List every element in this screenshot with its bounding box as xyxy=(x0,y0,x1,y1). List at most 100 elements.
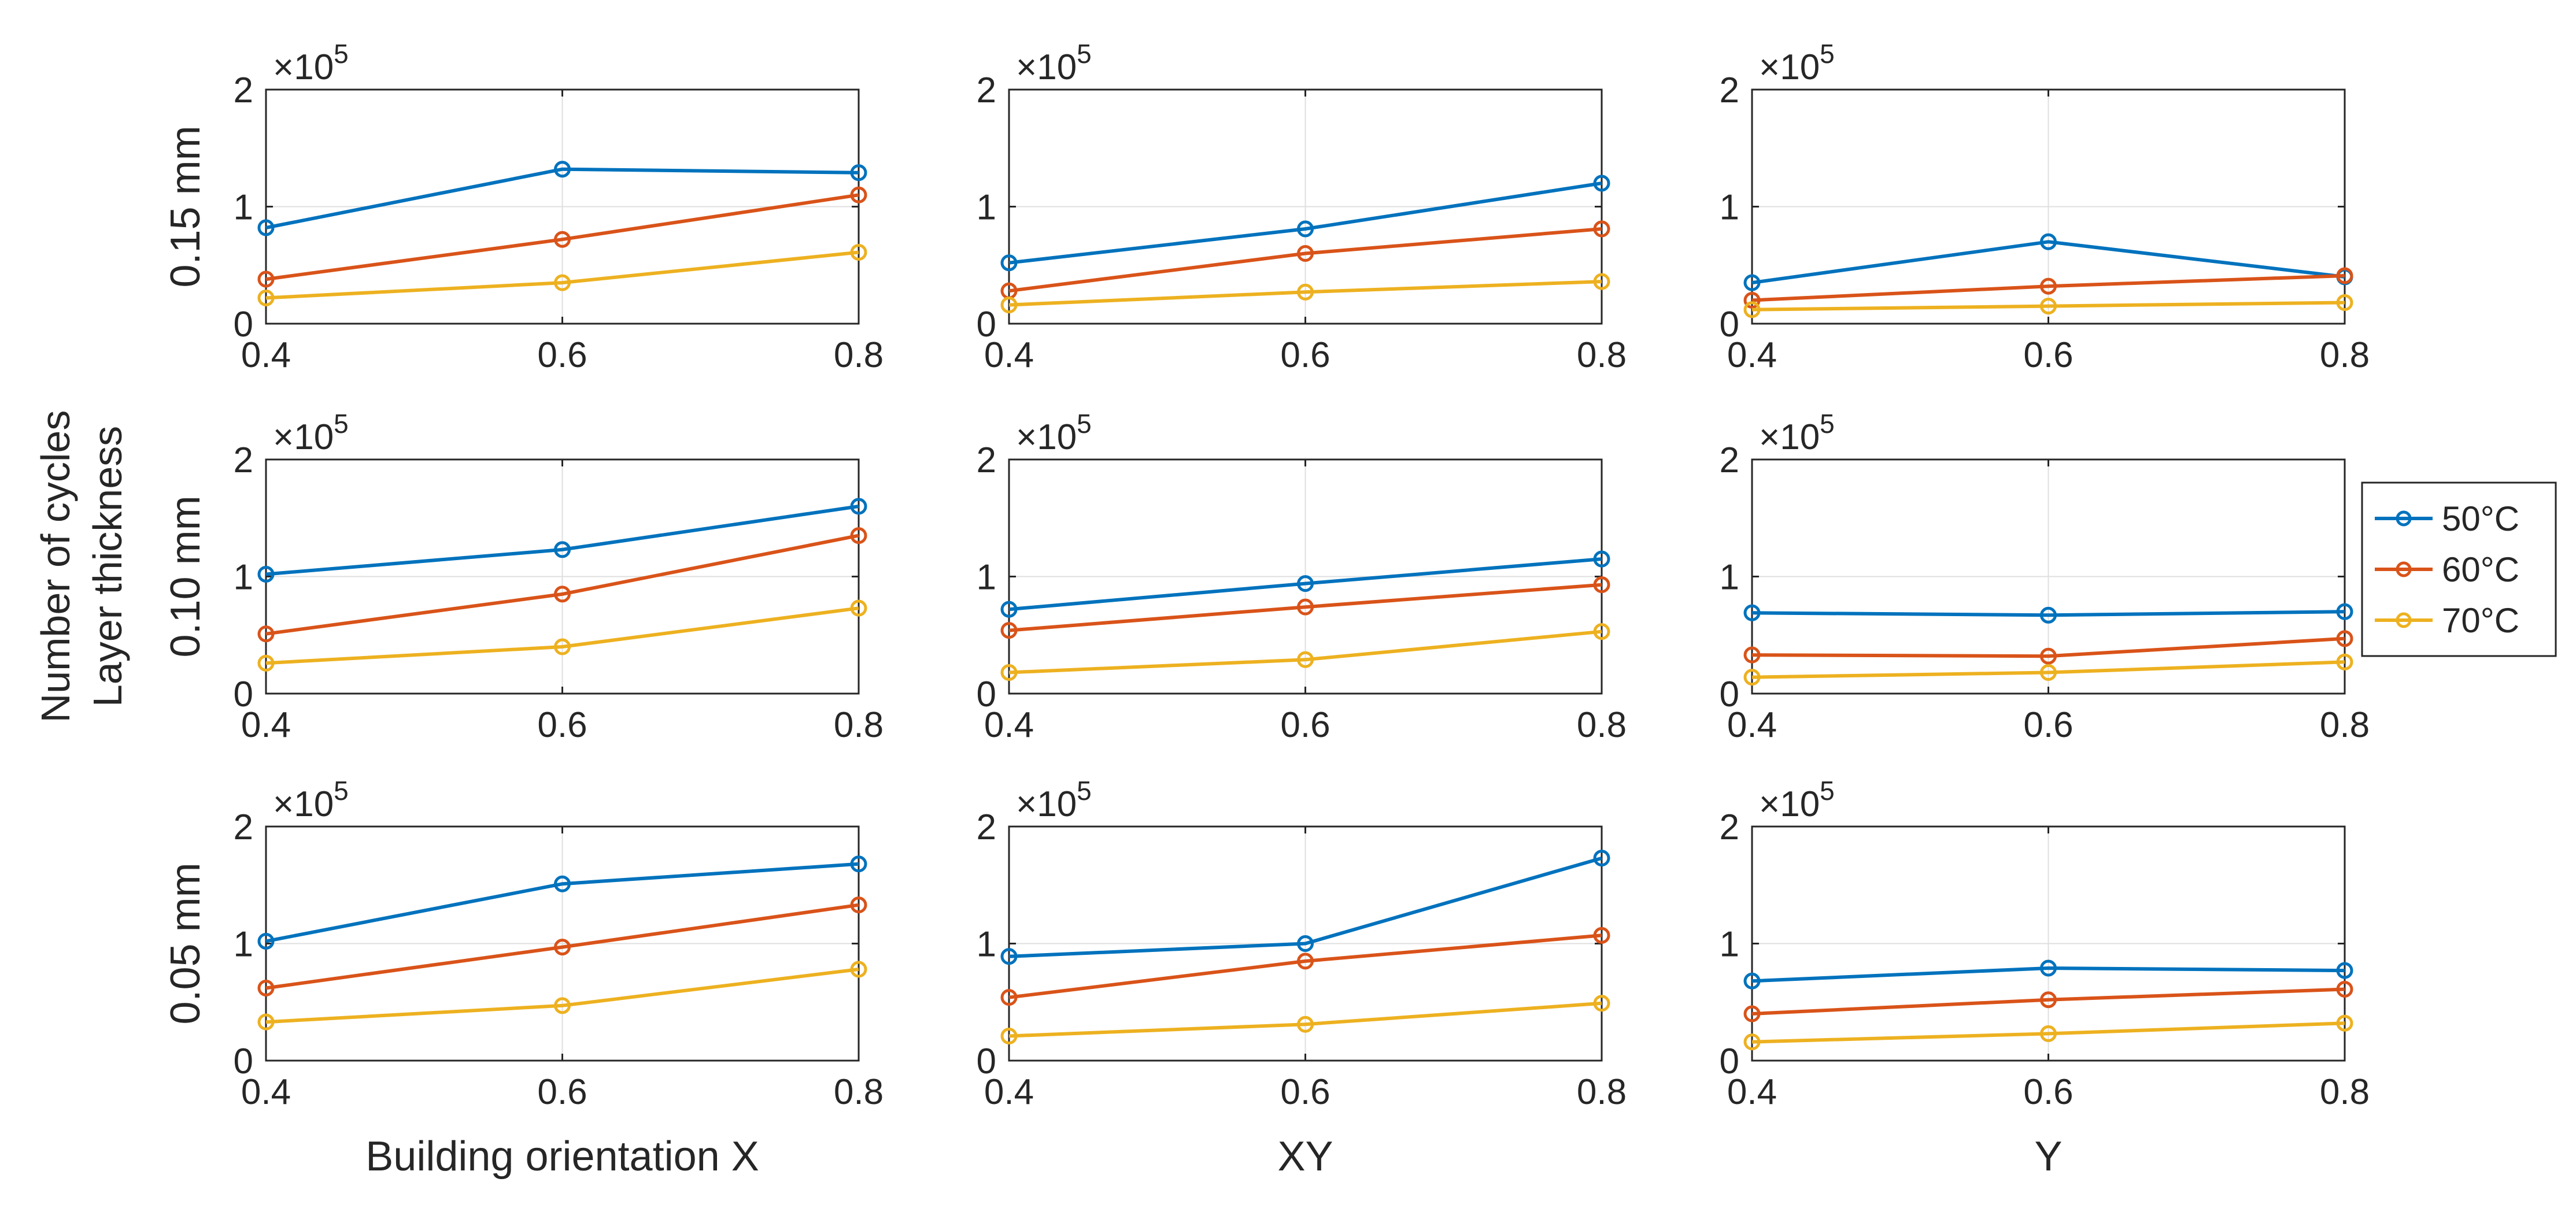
legend-entry-label: 60°C xyxy=(2442,550,2519,589)
data-point-60c xyxy=(2336,630,2353,647)
data-point-70c xyxy=(2040,664,2057,681)
y-tick-label: 0 xyxy=(234,305,253,344)
data-point-50c xyxy=(1000,601,1018,618)
subplot-r0-c0: 0.4 0.6 0.8 0 1 2 ×105 0.15 mm xyxy=(162,39,884,375)
series-line-60c xyxy=(1751,987,2345,1016)
subplot-r2-c1: 0.4 0.6 0.8 0 1 2 ×105 XY xyxy=(977,776,1627,1180)
y-tick-label: 1 xyxy=(1720,558,1739,598)
row-label: 0.15 mm xyxy=(162,125,209,287)
y-tick-label: 1 xyxy=(977,925,996,965)
data-point-70c xyxy=(850,599,867,617)
data-point-60c xyxy=(850,527,867,544)
x-tick-label: 0.8 xyxy=(834,705,884,745)
x-tick-label: 0.4 xyxy=(1727,1072,1777,1112)
y-tick-label: 1 xyxy=(1720,925,1739,965)
x-tick-label: 0.8 xyxy=(2320,335,2370,375)
column-label: Building orientation X xyxy=(365,1133,759,1180)
data-point-70c xyxy=(1593,995,1610,1012)
y-tick-label: 1 xyxy=(977,188,996,228)
data-point-70c xyxy=(1000,297,1018,314)
series-line-50c xyxy=(1751,240,2345,285)
data-point-60c xyxy=(554,231,571,248)
data-point-70c xyxy=(1743,301,1761,318)
x-tick-label: 0.4 xyxy=(1727,335,1777,375)
x-tick-label: 0.6 xyxy=(537,1072,587,1112)
series-line-60c xyxy=(265,193,859,281)
data-point-70c xyxy=(850,961,867,978)
data-point-70c xyxy=(2336,653,2353,670)
series-line-70c xyxy=(1008,1001,1602,1038)
series-line-60c xyxy=(1751,636,2345,658)
legend-entry-label: 70°C xyxy=(2442,601,2519,640)
x-tick-label: 0.6 xyxy=(1280,1072,1330,1112)
data-point-70c xyxy=(554,274,571,291)
subplot-r1-c0: 0.4 0.6 0.8 0 1 2 ×105 0.10 mm xyxy=(162,409,884,745)
series-line-70c xyxy=(265,250,859,300)
series-line-70c xyxy=(1751,1021,2345,1044)
legend-entry-label: 50°C xyxy=(2442,499,2519,538)
y-tick-label: 1 xyxy=(234,558,253,598)
subplot-r1-c1: 0.4 0.6 0.8 0 1 2 ×105 xyxy=(977,409,1627,745)
x-tick-label: 0.8 xyxy=(1577,1072,1627,1112)
subplot-r2-c0: 0.4 0.6 0.8 0 1 2 ×105 0.05 mm Building orientat… xyxy=(162,776,884,1180)
y-tick-label: 2 xyxy=(1720,71,1739,110)
y-multiplier: ×105 xyxy=(273,39,349,87)
y-multiplier: ×105 xyxy=(1016,776,1092,824)
y-multiplier: ×105 xyxy=(273,409,349,457)
data-point-60c xyxy=(1297,245,1314,262)
series-line-60c xyxy=(1008,227,1602,293)
x-tick-label: 0.8 xyxy=(834,1072,884,1112)
series-line-70c xyxy=(265,968,859,1024)
y-tick-label: 0 xyxy=(1720,305,1739,344)
series-line-70c xyxy=(265,606,859,665)
data-point-50c xyxy=(257,219,275,236)
data-point-60c xyxy=(2040,991,2057,1009)
data-point-60c xyxy=(1000,622,1018,639)
data-point-50c xyxy=(1000,254,1018,272)
y-tick-label: 2 xyxy=(977,807,996,847)
x-tick-label: 0.8 xyxy=(1577,705,1627,745)
data-point-60c xyxy=(2336,267,2353,284)
subplot-r0-c2: 0.4 0.6 0.8 0 1 2 ×105 xyxy=(1720,39,2370,375)
data-point-60c xyxy=(1743,292,1761,309)
x-tick-label: 0.4 xyxy=(1727,705,1777,745)
x-tick-label: 0.4 xyxy=(241,335,291,375)
data-point-60c xyxy=(257,625,275,643)
data-point-60c xyxy=(257,979,275,996)
data-point-70c xyxy=(2336,1014,2353,1032)
data-point-70c xyxy=(2040,1025,2057,1042)
data-point-50c xyxy=(850,855,867,873)
data-point-50c xyxy=(554,161,571,178)
series-line-50c xyxy=(1008,557,1602,612)
series-line-60c xyxy=(1751,274,2345,302)
y-tick-label: 2 xyxy=(234,71,253,110)
series-line-60c xyxy=(265,903,859,990)
row-label: 0.10 mm xyxy=(162,495,209,657)
series-line-50c xyxy=(1008,856,1602,958)
x-tick-label: 0.6 xyxy=(2023,335,2073,375)
data-point-60c xyxy=(1297,598,1314,616)
y-tick-label: 0 xyxy=(1720,675,1739,714)
data-point-70c xyxy=(1297,283,1314,301)
legend: 50°C 60°C 70°C xyxy=(2361,481,2557,657)
legend-marker xyxy=(2396,561,2412,577)
y-tick-label: 0 xyxy=(234,1042,253,1081)
series-line-50c xyxy=(265,167,859,229)
global-ylabel-line1: Number of cycles xyxy=(33,410,78,723)
data-point-60c xyxy=(2040,647,2057,665)
x-tick-label: 0.4 xyxy=(241,705,291,745)
data-point-70c xyxy=(1000,1027,1018,1044)
data-point-70c xyxy=(1297,1016,1314,1033)
legend-marker xyxy=(2396,510,2412,527)
data-point-70c xyxy=(554,997,571,1014)
data-point-50c xyxy=(1743,604,1761,621)
x-tick-label: 0.8 xyxy=(2320,1072,2370,1112)
x-tick-label: 0.8 xyxy=(834,335,884,375)
data-point-60c xyxy=(1593,576,1610,594)
y-tick-label: 2 xyxy=(234,807,253,847)
data-point-70c xyxy=(1593,623,1610,640)
x-tick-label: 0.6 xyxy=(1280,335,1330,375)
series-line-60c xyxy=(1008,583,1602,632)
series-line-50c xyxy=(1008,181,1602,265)
x-tick-label: 0.8 xyxy=(2320,705,2370,745)
